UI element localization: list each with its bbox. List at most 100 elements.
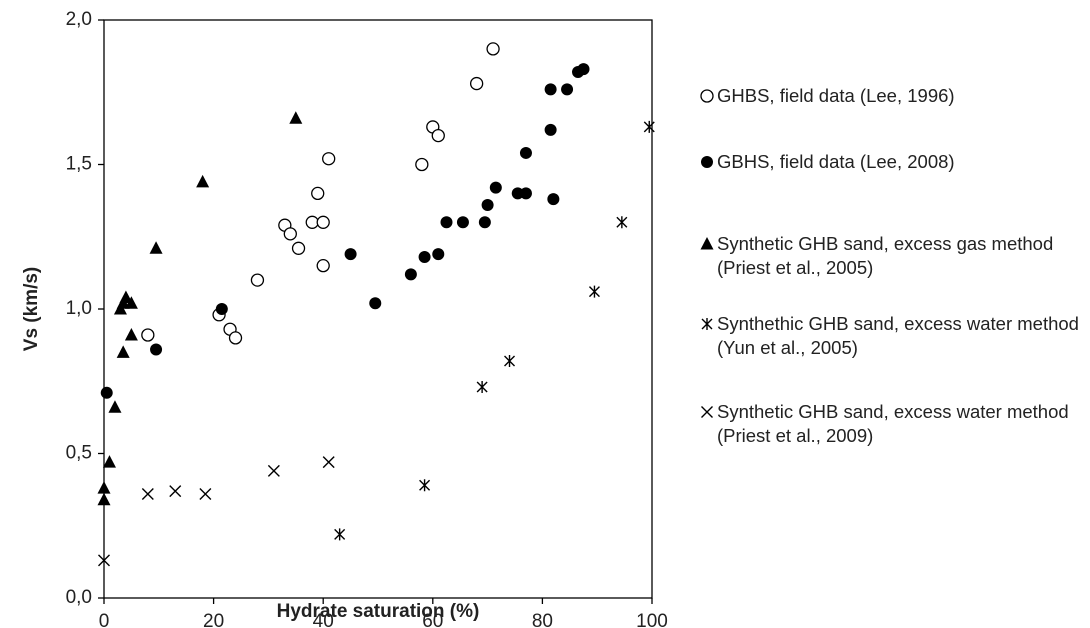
filled-circle — [404, 268, 417, 281]
legend-marker — [700, 237, 714, 250]
point — [267, 464, 280, 477]
point — [316, 258, 330, 273]
cross — [141, 487, 154, 500]
point — [440, 216, 453, 229]
triangle — [97, 492, 111, 506]
filled-circle — [561, 83, 574, 96]
x-tick-label: 40 — [313, 611, 334, 628]
cross — [199, 487, 212, 500]
y-tick-label: 1,5 — [66, 154, 92, 175]
legend-marker — [700, 89, 714, 103]
point — [476, 381, 488, 394]
point — [478, 216, 491, 229]
point — [108, 400, 122, 413]
y-tick-label: 2,0 — [66, 9, 92, 30]
filled-circle — [519, 187, 532, 200]
asterisk — [334, 528, 346, 541]
triangle — [102, 455, 116, 468]
point — [124, 328, 138, 341]
filled-circle — [547, 193, 560, 206]
open-circle — [415, 157, 429, 172]
asterisk — [701, 318, 713, 330]
point — [415, 157, 429, 172]
filled-circle — [440, 216, 453, 229]
point — [511, 187, 524, 200]
open-circle — [283, 227, 297, 241]
open-circle — [305, 215, 319, 229]
filled-circle — [544, 123, 557, 136]
x-tick-label: 0 — [99, 611, 110, 628]
asterisk — [588, 285, 600, 298]
triangle — [124, 296, 138, 309]
point — [544, 83, 557, 96]
legend-entry: GBHS, field data (Lee, 2008) — [717, 151, 955, 172]
point — [481, 198, 494, 211]
triangle — [97, 481, 111, 494]
point — [141, 328, 155, 342]
plot-frame — [103, 19, 653, 599]
point — [344, 248, 357, 261]
point — [322, 456, 335, 469]
point — [119, 290, 133, 303]
point — [519, 146, 532, 159]
point — [418, 250, 431, 263]
point — [561, 83, 574, 96]
point — [215, 303, 228, 315]
filled-circle — [544, 83, 557, 96]
filled-circle — [150, 343, 163, 356]
point — [311, 186, 325, 201]
filled-circle — [701, 156, 713, 168]
open-circle — [316, 215, 330, 229]
point — [322, 152, 336, 166]
point — [588, 285, 600, 298]
x-tick-label: 60 — [422, 611, 443, 628]
cross — [169, 485, 182, 498]
point — [404, 268, 417, 281]
point — [169, 485, 182, 498]
filled-circle — [344, 248, 357, 261]
asterisk — [616, 216, 628, 229]
legend-entry: Synthetic GHB sand, excess water method … — [717, 401, 1069, 446]
filled-circle — [456, 216, 469, 229]
filled-circle — [215, 303, 228, 315]
point — [456, 216, 469, 229]
legend-entry: Synthetic GHB sand, excess gas method (P… — [717, 233, 1054, 278]
open-circle — [469, 76, 484, 91]
point — [102, 455, 116, 468]
point — [149, 241, 163, 254]
filled-circle — [418, 250, 431, 263]
point — [199, 487, 212, 500]
filled-circle — [100, 386, 113, 399]
point — [577, 63, 590, 76]
triangle — [700, 237, 714, 250]
x-tick-label: 100 — [636, 611, 668, 628]
cross — [322, 456, 335, 469]
point — [283, 227, 297, 241]
filled-circle — [481, 198, 494, 211]
point — [250, 273, 265, 287]
y-tick-label: 0,0 — [66, 587, 92, 608]
point — [124, 296, 138, 309]
point — [419, 479, 431, 492]
point — [469, 76, 484, 91]
point — [228, 331, 243, 345]
point — [196, 174, 210, 188]
point — [334, 528, 346, 541]
cross — [267, 464, 280, 477]
legend-marker — [701, 156, 713, 168]
point — [486, 42, 500, 56]
triangle — [116, 345, 130, 358]
point — [616, 216, 628, 229]
point — [643, 120, 655, 133]
filled-circle — [432, 248, 445, 261]
open-circle — [291, 241, 306, 255]
point — [432, 248, 445, 261]
asterisk — [419, 479, 431, 492]
point — [100, 386, 113, 399]
open-circle — [250, 273, 265, 287]
triangle — [289, 111, 303, 124]
open-circle — [141, 328, 155, 342]
point — [316, 215, 330, 229]
filled-circle — [577, 63, 590, 76]
point — [519, 187, 532, 200]
